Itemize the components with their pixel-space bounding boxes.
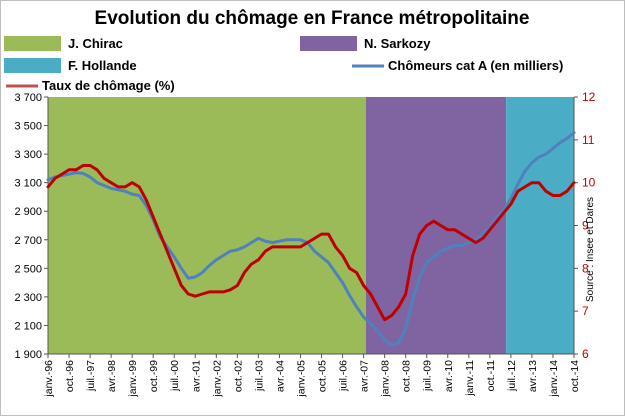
x-tick-label: juil.-12: [506, 360, 518, 392]
legend-item-4: Taux de chômage (%): [6, 78, 175, 93]
x-tick-label: janv.-11: [464, 360, 476, 397]
y-right-tick-label: 11: [582, 133, 595, 147]
x-tick-label: juil.-09: [422, 360, 434, 392]
legend-label: J. Chirac: [68, 36, 123, 51]
x-tick-label: janv.-99: [127, 360, 139, 398]
x-tick-label: oct.-11: [485, 360, 497, 391]
y-left-tick-label: 3 300: [14, 149, 42, 161]
legend: J. Chirac N. Sarkozy F. Hollande Chômeurs c…: [4, 36, 563, 93]
y-left-tick-label: 3 500: [14, 121, 42, 133]
period-band-2: [506, 97, 574, 354]
x-tick-label: juil.-06: [338, 360, 350, 392]
legend-item-3: Chômeurs cat A (en milliers): [352, 58, 563, 73]
x-tick-label: janv.-05: [295, 360, 307, 398]
y-right-tick-label: 7: [582, 304, 589, 318]
tick-labels: 1 900 2 100 2 300 2 500 2 700 2 900 3 100 3 300…: [14, 90, 595, 398]
x-tick-label: juil.-97: [85, 360, 97, 392]
x-tick-label: oct.-02: [232, 360, 244, 392]
legend-label: Taux de chômage (%): [42, 78, 175, 93]
legend-label: F. Hollande: [68, 58, 137, 73]
source-label: Source : Insee et Dares: [585, 197, 596, 302]
axes: [44, 96, 578, 358]
y-right-tick-label: 10: [582, 176, 596, 190]
x-tick-label: oct.-14: [569, 360, 581, 392]
y-right-tick-label: 6: [582, 347, 589, 361]
x-tick-label: oct.-96: [64, 360, 76, 392]
x-tick-label: janv.-08: [380, 360, 392, 398]
legend-swatch: [300, 36, 357, 51]
x-tick-label: avr.-10: [443, 360, 455, 392]
x-tick-label: avr.-07: [359, 360, 371, 392]
legend-item-1: N. Sarkozy: [300, 36, 431, 51]
x-tick-label: juil.-03: [253, 360, 265, 392]
period-band-1: [365, 97, 507, 354]
y-right-tick-label: 12: [582, 90, 596, 104]
y-left-tick-label: 2 300: [14, 292, 42, 304]
x-tick-label: avr.-04: [274, 360, 286, 392]
x-tick-label: avr.-13: [527, 360, 539, 392]
series-line-0: [46, 131, 576, 347]
x-tick-label: juil.-00: [169, 360, 181, 392]
y-left-tick-label: 1 900: [14, 349, 42, 361]
legend-swatch: [4, 58, 61, 73]
legend-item-0: J. Chirac: [4, 36, 123, 51]
period-band-0: [48, 97, 366, 354]
x-tick-label: janv.-02: [211, 360, 223, 398]
series-lines: [46, 131, 576, 347]
legend-item-2: F. Hollande: [4, 58, 137, 73]
x-tick-label: avr.-98: [106, 360, 118, 392]
x-tick-label: janv.-14: [548, 360, 560, 398]
x-tick-label: janv.-96: [43, 360, 55, 398]
x-tick-label: oct.-05: [317, 360, 329, 392]
x-tick-label: oct.-99: [148, 360, 160, 392]
y-left-tick-label: 2 500: [14, 263, 42, 275]
x-tick-label: avr.-01: [190, 360, 202, 392]
chart-title: Evolution du chômage en France métropoli…: [95, 8, 530, 29]
y-right-tick-label: 9: [582, 219, 589, 233]
y-left-tick-label: 2 700: [14, 235, 42, 247]
legend-swatch: [4, 36, 61, 51]
y-left-tick-label: 2 900: [14, 206, 42, 218]
legend-label: Chômeurs cat A (en milliers): [388, 58, 563, 73]
period-bands: [48, 97, 574, 354]
y-right-tick-label: 8: [582, 261, 589, 275]
legend-label: N. Sarkozy: [364, 36, 431, 51]
y-left-tick-label: 2 100: [14, 320, 42, 332]
y-left-tick-label: 3 100: [14, 178, 42, 190]
series-line-1: [46, 164, 576, 322]
x-tick-label: oct.-08: [401, 360, 413, 392]
y-left-tick-label: 3 700: [14, 92, 42, 104]
